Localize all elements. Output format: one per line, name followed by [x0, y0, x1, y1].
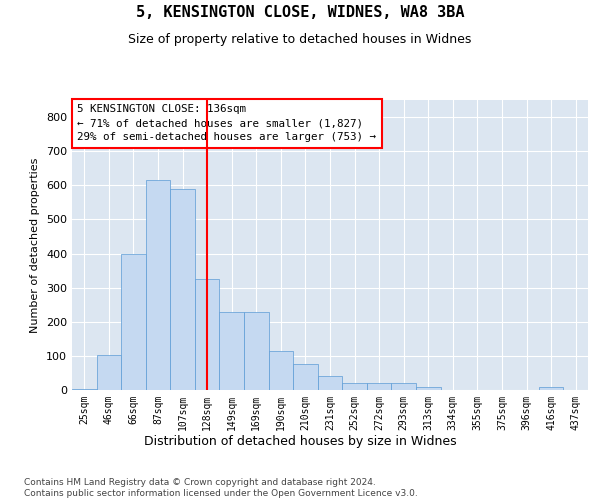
Bar — [367, 383, 391, 390]
Bar — [170, 188, 195, 390]
Bar — [195, 279, 220, 390]
Bar — [318, 376, 342, 390]
Bar — [121, 254, 146, 390]
Bar — [539, 386, 563, 390]
Text: 5, KENSINGTON CLOSE, WIDNES, WA8 3BA: 5, KENSINGTON CLOSE, WIDNES, WA8 3BA — [136, 5, 464, 20]
Y-axis label: Number of detached properties: Number of detached properties — [31, 158, 40, 332]
Bar — [391, 383, 416, 390]
Text: Contains HM Land Registry data © Crown copyright and database right 2024.
Contai: Contains HM Land Registry data © Crown c… — [24, 478, 418, 498]
Text: Distribution of detached houses by size in Widnes: Distribution of detached houses by size … — [143, 435, 457, 448]
Text: Size of property relative to detached houses in Widnes: Size of property relative to detached ho… — [128, 32, 472, 46]
Bar — [342, 383, 367, 390]
Bar — [269, 351, 293, 390]
Text: 5 KENSINGTON CLOSE: 136sqm
← 71% of detached houses are smaller (1,827)
29% of s: 5 KENSINGTON CLOSE: 136sqm ← 71% of deta… — [77, 104, 376, 142]
Bar — [97, 355, 121, 390]
Bar — [416, 386, 440, 390]
Bar — [244, 312, 269, 390]
Bar — [72, 389, 97, 390]
Bar — [220, 312, 244, 390]
Bar — [146, 180, 170, 390]
Bar — [293, 364, 318, 390]
